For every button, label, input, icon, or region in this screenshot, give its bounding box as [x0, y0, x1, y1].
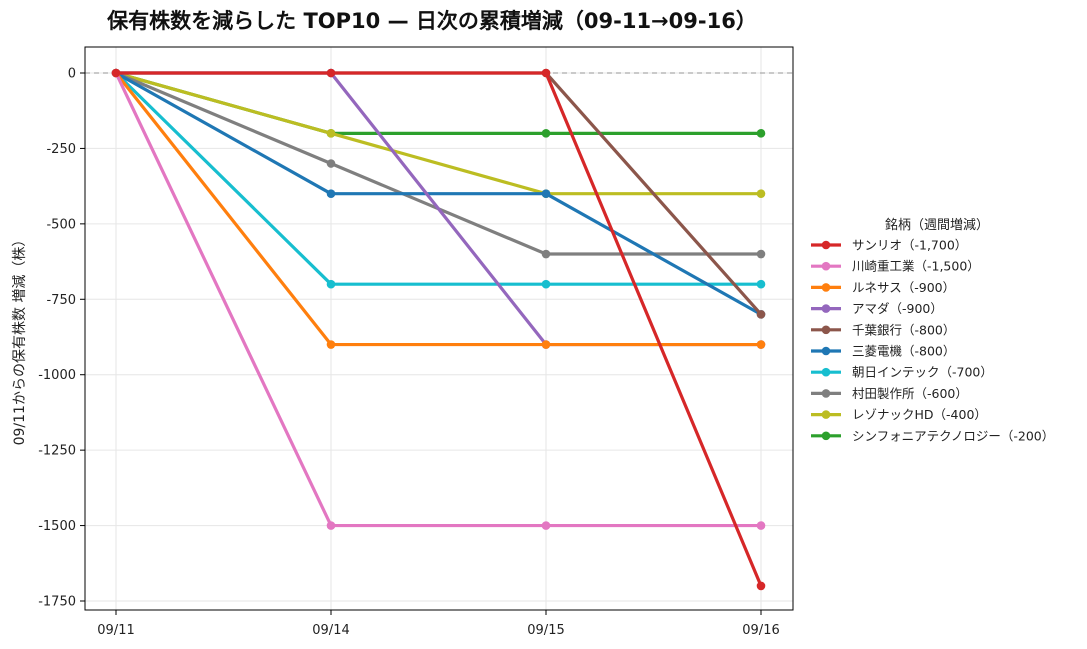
series-line — [114, 71, 763, 588]
data-point — [756, 249, 766, 259]
data-point — [756, 279, 766, 289]
series-line — [114, 71, 763, 316]
legend-entry: 村田製作所（-600） — [811, 386, 968, 401]
data-point — [326, 521, 336, 530]
grid — [85, 47, 793, 610]
y-tick-label: -750 — [46, 293, 76, 308]
data-point — [326, 129, 336, 138]
data-point — [326, 340, 336, 349]
x-tick-label: 09/14 — [312, 623, 349, 638]
data-point — [541, 249, 551, 259]
legend-swatch-marker — [821, 325, 831, 335]
y-tick-label: -250 — [46, 142, 76, 157]
legend-swatch-marker — [821, 304, 831, 313]
legend-entry: アマダ（-900） — [811, 301, 943, 316]
plot-frame — [84, 46, 794, 611]
data-point — [541, 521, 551, 530]
legend-label: 三菱電機（-800） — [852, 344, 955, 359]
legend-label: 千葉銀行（-800） — [852, 322, 955, 337]
data-point — [541, 279, 551, 289]
data-point — [756, 129, 766, 138]
series-line — [114, 71, 763, 135]
legend-swatch-marker — [821, 261, 831, 271]
series-lines — [111, 68, 766, 591]
legend-entry: レゾナックHD（-400） — [811, 407, 987, 422]
legend-label: レゾナックHD（-400） — [852, 407, 987, 422]
data-point — [326, 189, 336, 198]
data-point — [541, 340, 551, 349]
legend: 銘柄（週間増減） サンリオ（-1,700） 川崎重工業（-1,500） ルネサス（-… — [811, 217, 1054, 443]
y-tick-label: -500 — [46, 217, 76, 232]
legend-label: 川崎重工業（-1,500） — [852, 259, 980, 274]
legend-label: ルネサス（-900） — [852, 280, 955, 295]
data-point — [326, 279, 336, 289]
data-point — [541, 68, 551, 78]
legend-label: 村田製作所（-600） — [852, 386, 968, 401]
data-point — [541, 189, 551, 198]
legend-label: アマダ（-900） — [852, 301, 943, 316]
data-point — [541, 129, 551, 138]
y-tick-label: -1000 — [38, 368, 76, 383]
y-tick-label: -1500 — [38, 519, 76, 534]
data-point — [326, 68, 336, 78]
series-line — [114, 71, 763, 286]
legend-entry: 川崎重工業（-1,500） — [811, 259, 980, 274]
x-tick-label: 09/15 — [527, 623, 564, 638]
y-tick-label: -1750 — [38, 595, 76, 610]
legend-entry: 千葉銀行（-800） — [811, 322, 955, 337]
y-tick-label: 0 — [68, 67, 76, 82]
chart-title: 保有株数を減らした TOP10 — 日次の累積増減（09-11→09-16） — [106, 9, 757, 33]
legend-label: 朝日インテック（-700） — [852, 365, 993, 380]
data-point — [756, 310, 766, 319]
legend-swatch-marker — [821, 389, 831, 398]
y-axis-label: 09/11からの保有株数 増減（株） — [11, 233, 28, 446]
data-point — [756, 189, 766, 198]
legend-label: シンフォニアテクノロジー（-200） — [852, 428, 1054, 443]
data-point — [756, 521, 766, 530]
legend-label: サンリオ（-1,700） — [852, 238, 967, 253]
legend-title: 銘柄（週間増減） — [885, 217, 989, 233]
legend-swatch-marker — [821, 431, 831, 441]
data-point — [111, 68, 121, 78]
legend-swatch-marker — [821, 346, 831, 356]
legend-entry: シンフォニアテクノロジー（-200） — [811, 428, 1054, 443]
legend-swatch-marker — [821, 240, 831, 250]
legend-swatch-marker — [821, 410, 831, 419]
legend-entry: 朝日インテック（-700） — [811, 365, 993, 380]
legend-entry: ルネサス（-900） — [811, 280, 955, 295]
legend-entry: 三菱電機（-800） — [811, 344, 955, 359]
data-point — [756, 340, 766, 349]
series-line — [114, 71, 763, 528]
axis-ticks: 0 -250 -500 -750 -1000 -1250 -1500 -1750 09/11 09… — [38, 67, 780, 639]
data-point — [756, 581, 766, 591]
x-tick-label: 09/16 — [742, 623, 779, 638]
legend-swatch-marker — [821, 367, 831, 377]
legend-entry: サンリオ（-1,700） — [811, 238, 967, 253]
y-tick-label: -1250 — [38, 444, 76, 459]
x-tick-label: 09/11 — [97, 623, 134, 638]
legend-swatch-marker — [821, 283, 831, 292]
series-line — [114, 71, 763, 347]
data-point — [326, 159, 336, 168]
series-group — [111, 68, 766, 591]
